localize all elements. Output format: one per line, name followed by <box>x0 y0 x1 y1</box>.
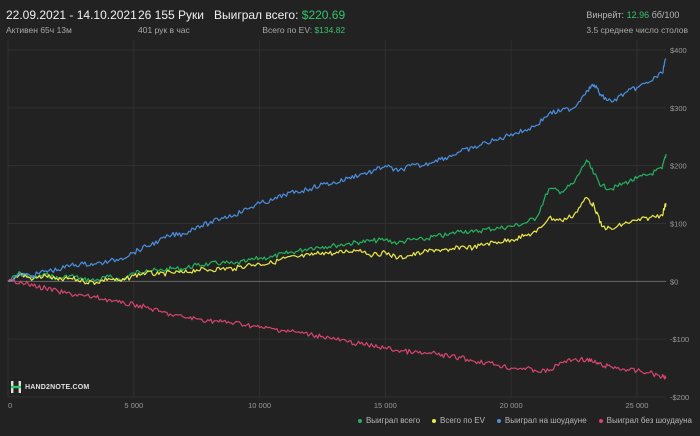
won-total-block: Выиграл всего: $220.69 Всего по EV: $134… <box>214 8 345 36</box>
hands-per-hour: 401 рук в час <box>138 25 190 35</box>
y-tick-label: -$200 <box>670 393 689 402</box>
hand2note-logo: HAND2NOTE.COM <box>10 380 89 394</box>
legend-item-no-showdown[interactable]: Выиграл без шоудауна <box>598 416 692 425</box>
y-tick-label: $0 <box>670 277 678 286</box>
date-range: 22.09.2021 - 14.10.2021 <box>6 8 137 22</box>
logo-text: HAND2NOTE.COM <box>25 383 90 391</box>
x-tick-label: 15 000 <box>374 401 397 410</box>
legend-item-won-total[interactable]: Выиграл всего <box>357 416 421 425</box>
series-line-showdown <box>7 58 667 282</box>
chart-legend: Выиграл всего Всего по EV Выиграл на шоуда… <box>357 416 692 425</box>
y-tick-label: -$100 <box>670 335 689 344</box>
legend-dot-icon <box>496 418 501 423</box>
y-tick-label: $200 <box>670 162 687 171</box>
won-total-value: $220.69 <box>301 8 346 22</box>
y-tick-label: $300 <box>670 104 687 113</box>
legend-label: Выиграл всего <box>365 416 421 425</box>
active-time: Активен 65ч 13м <box>6 25 72 35</box>
x-tick-label: 10 000 <box>248 401 271 410</box>
won-total-label: Выиграл всего: <box>214 8 299 22</box>
y-tick-label: $100 <box>670 220 687 229</box>
winrate-unit: бб/100 <box>651 10 680 20</box>
legend-label: Всего по EV <box>440 416 485 425</box>
legend-dot-icon <box>598 418 603 423</box>
winrate-label: Винрейт: <box>586 10 625 20</box>
winrate-block: Винрейт: 12.96 бб/100 3.5 среднее число … <box>586 8 688 36</box>
hands-count: 26 155 Руки <box>138 8 204 22</box>
hand2note-logo-icon <box>11 381 21 393</box>
legend-dot-icon <box>357 418 362 423</box>
date-range-block: 22.09.2021 - 14.10.2021 Активен 65ч 13м <box>6 8 137 36</box>
x-tick-label: 5 000 <box>124 401 143 410</box>
legend-item-ev-total[interactable]: Всего по EV <box>432 416 485 425</box>
x-tick-label: 25 000 <box>625 401 648 410</box>
legend-dot-icon <box>432 418 437 423</box>
series-line-no-showdown <box>7 279 667 380</box>
winrate-value: 12.96 <box>626 10 650 20</box>
legend-item-showdown[interactable]: Выиграл на шоудауне <box>496 416 587 425</box>
hands-block: 26 155 Руки 401 рук в час <box>138 8 204 36</box>
y-tick-label: $400 <box>670 46 687 55</box>
legend-label: Выиграл без шоудауна <box>606 416 692 425</box>
x-tick-label: 0 <box>8 401 12 410</box>
ev-total-label: Всего по EV: <box>262 25 313 35</box>
x-tick-label: 20 000 <box>500 401 523 410</box>
series-line-ev-total <box>7 196 667 285</box>
avg-tables: 3.5 среднее число столов <box>586 25 688 35</box>
ev-total-value: $134.82 <box>314 25 346 35</box>
legend-label: Выиграл на шоудауне <box>504 416 587 425</box>
